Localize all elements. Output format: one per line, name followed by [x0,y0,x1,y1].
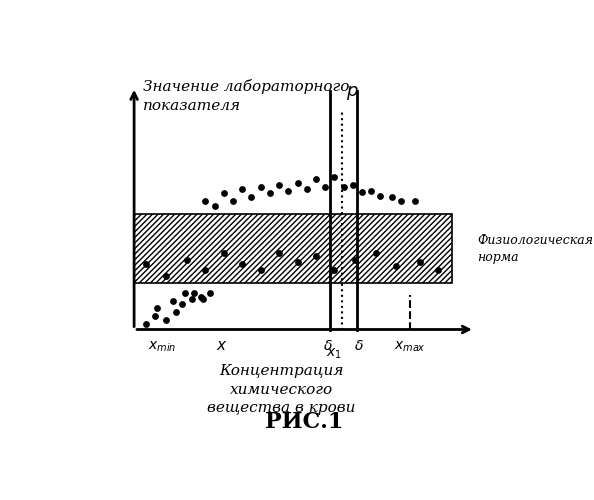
Point [371,248,381,256]
Text: $\delta$: $\delta$ [354,339,364,353]
Point [201,266,210,274]
Point [311,176,321,184]
Point [187,294,197,302]
Point [219,189,229,197]
Point [311,252,321,260]
Point [152,304,162,312]
Point [238,185,247,193]
Point [302,185,311,193]
Point [366,187,376,195]
Point [339,183,348,191]
Point [265,189,274,197]
Text: РИС.1: РИС.1 [266,412,343,434]
Point [141,260,150,268]
Point [396,196,406,204]
Text: $\delta$: $\delta$ [323,339,333,353]
Text: $p$: $p$ [346,84,359,102]
Text: $x_{max}$: $x_{max}$ [394,339,426,353]
Point [387,192,397,200]
Text: $x$: $x$ [216,339,228,353]
Point [274,248,284,256]
Point [283,187,293,195]
Bar [134,214,451,284]
Point [198,294,208,302]
Point [162,272,171,280]
Point [415,258,424,266]
Point [357,188,366,196]
Point [392,262,402,270]
Point [182,256,192,264]
Point [171,308,181,316]
Point [256,183,266,191]
Point [150,312,160,320]
Point [330,174,339,182]
Point [330,266,339,274]
Point [162,316,171,324]
Point [228,196,238,204]
Point [293,179,302,187]
Text: Физиологическая
норма: Физиологическая норма [477,234,593,264]
Point [219,248,229,256]
Point [238,260,247,268]
Text: Концентрация
химического
вещества в крови: Концентрация химического вещества в кров… [207,364,356,415]
Text: $x_{min}$: $x_{min}$ [147,339,176,353]
Text: $x_1$: $x_1$ [327,347,342,361]
Point [180,289,189,297]
Point [293,258,302,266]
Point [410,196,419,204]
Point [348,181,358,189]
Point [141,320,150,328]
Point [189,289,198,297]
Point [256,266,266,274]
Point [433,266,443,274]
Point [350,256,360,264]
Point [247,192,256,200]
Point [375,192,385,200]
Point [210,202,219,210]
Point [178,300,187,308]
Point [201,196,210,204]
Point [274,181,284,189]
Point [206,289,215,297]
Text: Значение лабораторного
показателя: Значение лабораторного показателя [143,79,350,112]
Point [320,183,330,191]
Point [169,296,178,304]
Point [196,293,206,301]
